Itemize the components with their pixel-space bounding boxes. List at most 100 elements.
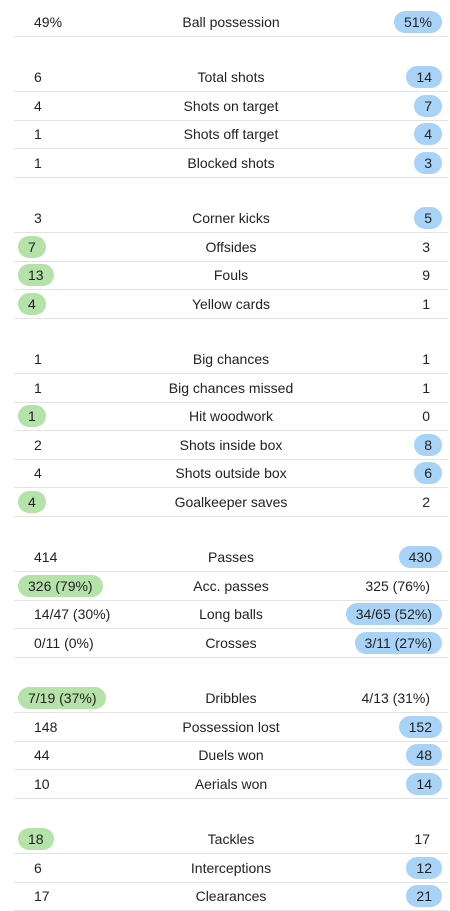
stat-row: 4 Shots outside box 6 xyxy=(14,460,448,489)
stat-row: 326 (79%) Acc. passes 325 (76%) xyxy=(14,572,448,601)
away-value: 17 xyxy=(414,828,430,850)
stat-label: Shots on target xyxy=(184,97,279,115)
stat-label: Duels won xyxy=(198,746,263,764)
away-value: 3 xyxy=(422,236,430,258)
stat-row: 6 Total shots 14 xyxy=(14,64,448,93)
stat-label: Total shots xyxy=(198,68,265,86)
stat-label: Dribbles xyxy=(205,689,256,707)
home-value: 4 xyxy=(18,491,46,513)
away-value: 152 xyxy=(399,716,442,738)
away-value: 51% xyxy=(394,11,442,33)
stat-label: Big chances xyxy=(193,350,269,368)
away-value: 3 xyxy=(414,152,442,174)
stat-label: Passes xyxy=(208,548,254,566)
stat-row: 414 Passes 430 xyxy=(14,544,448,573)
stat-group: 414 Passes 430 326 (79%) Acc. passes 325 (76%… xyxy=(0,544,450,658)
home-value: 49% xyxy=(34,11,62,33)
home-value: 4 xyxy=(34,95,42,117)
away-value: 5 xyxy=(414,207,442,229)
stat-row: 13 Fouls 9 xyxy=(14,262,448,291)
stat-label: Acc. passes xyxy=(193,577,268,595)
away-value: 1 xyxy=(422,348,430,370)
stat-row: 44 Duels won 48 xyxy=(14,742,448,771)
home-value: 14/47 (30%) xyxy=(34,603,110,625)
stat-row: 18 Tackles 17 xyxy=(14,826,448,855)
stat-label: Blocked shots xyxy=(187,154,274,172)
stat-label: Hit woodwork xyxy=(189,407,273,425)
stat-row: 4 Shots on target 7 xyxy=(14,92,448,121)
stat-label: Possession lost xyxy=(182,718,279,736)
stat-row: 2 Shots inside box 8 xyxy=(14,431,448,460)
home-value: 1 xyxy=(18,405,46,427)
away-value: 14 xyxy=(406,773,442,795)
away-value: 12 xyxy=(406,857,442,879)
stat-row: 4 Goalkeeper saves 2 xyxy=(14,488,448,517)
away-value: 2 xyxy=(422,491,430,513)
away-value: 325 (76%) xyxy=(365,575,430,597)
away-value: 430 xyxy=(399,546,442,568)
away-value: 4 xyxy=(414,123,442,145)
home-value: 1 xyxy=(34,152,42,174)
away-value: 4/13 (31%) xyxy=(362,687,430,709)
stat-group: 49% Ball possession 51% xyxy=(0,8,450,37)
home-value: 1 xyxy=(34,377,42,399)
home-value: 1 xyxy=(34,123,42,145)
stat-label: Shots outside box xyxy=(175,464,286,482)
stat-label: Crosses xyxy=(205,634,256,652)
home-value: 326 (79%) xyxy=(18,575,103,597)
home-value: 4 xyxy=(34,462,42,484)
home-value: 2 xyxy=(34,434,42,456)
stat-label: Shots inside box xyxy=(180,436,283,454)
away-value: 48 xyxy=(406,744,442,766)
stat-row: 7/19 (37%) Dribbles 4/13 (31%) xyxy=(14,685,448,714)
home-value: 44 xyxy=(34,744,50,766)
home-value: 7/19 (37%) xyxy=(18,687,106,709)
away-value: 34/65 (52%) xyxy=(346,603,442,625)
home-value: 0/11 (0%) xyxy=(34,632,94,654)
stat-row: 4 Yellow cards 1 xyxy=(14,290,448,319)
stat-label: Ball possession xyxy=(182,13,279,31)
home-value: 6 xyxy=(34,66,42,88)
away-value: 6 xyxy=(414,462,442,484)
stat-row: 10 Aerials won 14 xyxy=(14,770,448,799)
home-value: 3 xyxy=(34,207,42,229)
stat-label: Clearances xyxy=(196,887,267,905)
home-value: 414 xyxy=(34,546,57,568)
stat-group: 18 Tackles 17 6 Interceptions 12 17 Clearances 2… xyxy=(0,826,450,911)
stat-label: Shots off target xyxy=(184,125,279,143)
stat-label: Tackles xyxy=(208,830,255,848)
stat-label: Fouls xyxy=(214,266,248,284)
stat-row: 17 Clearances 21 xyxy=(14,883,448,911)
away-value: 1 xyxy=(422,377,430,399)
away-value: 7 xyxy=(414,95,442,117)
away-value: 1 xyxy=(422,293,430,315)
home-value: 17 xyxy=(34,885,50,907)
stat-label: Offsides xyxy=(205,238,256,256)
home-value: 6 xyxy=(34,857,42,879)
away-value: 9 xyxy=(422,264,430,286)
home-value: 10 xyxy=(34,773,50,795)
stat-label: Yellow cards xyxy=(192,295,270,313)
stat-row: 49% Ball possession 51% xyxy=(14,8,448,37)
away-value: 14 xyxy=(406,66,442,88)
home-value: 13 xyxy=(18,264,54,286)
home-value: 1 xyxy=(34,348,42,370)
stat-label: Aerials won xyxy=(195,775,267,793)
stat-row: 6 Interceptions 12 xyxy=(14,854,448,883)
away-value: 21 xyxy=(406,885,442,907)
stat-label: Interceptions xyxy=(191,859,271,877)
stat-label: Goalkeeper saves xyxy=(175,493,288,511)
home-value: 4 xyxy=(18,293,46,315)
stat-label: Long balls xyxy=(199,605,263,623)
away-value: 8 xyxy=(414,434,442,456)
home-value: 18 xyxy=(18,828,54,850)
stat-row: 1 Big chances 1 xyxy=(14,346,448,375)
